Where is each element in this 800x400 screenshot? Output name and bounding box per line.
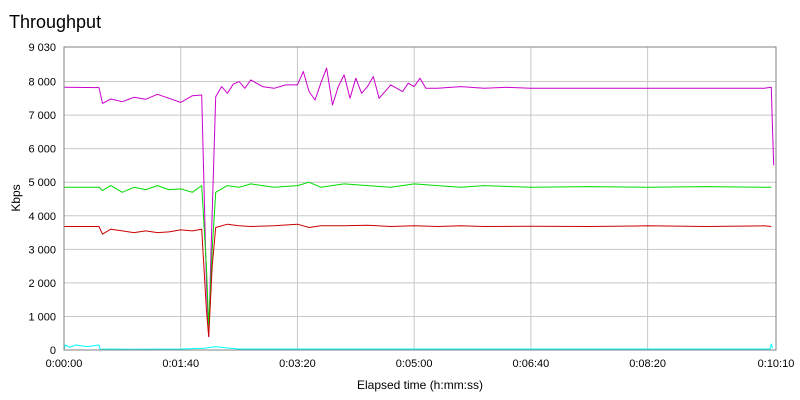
y-tick-label: 9 030 bbox=[28, 42, 56, 54]
y-tick-label: 3 000 bbox=[28, 244, 56, 256]
series-layer bbox=[63, 67, 775, 351]
x-tick-label: 0:00:00 bbox=[46, 358, 83, 370]
y-tick-label: 2 000 bbox=[28, 278, 56, 290]
series-line-1 bbox=[64, 181, 772, 327]
y-tick-label: 5 000 bbox=[28, 177, 56, 189]
grid bbox=[63, 46, 777, 351]
y-tick-labels: 0 1 000 2 000 3 000 4 000 5 000 6 000 7 000 8 00… bbox=[28, 42, 56, 357]
y-tick-label: 0 bbox=[50, 345, 56, 357]
y-tick-label: 6 000 bbox=[28, 144, 56, 156]
series-line-2 bbox=[64, 223, 772, 338]
plot-frame bbox=[63, 46, 777, 351]
y-tick-label: 4 000 bbox=[28, 211, 56, 223]
chart-title: Throughput bbox=[9, 12, 101, 32]
x-axis-label: Elapsed time (h:mm:ss) bbox=[357, 378, 483, 392]
y-tick-label: 8 000 bbox=[28, 77, 56, 89]
y-tick-label: 7 000 bbox=[28, 110, 56, 122]
series-line-3 bbox=[63, 343, 773, 351]
x-tick-label: 0:08:20 bbox=[629, 358, 666, 370]
x-tick-label: 0:06:40 bbox=[513, 358, 550, 370]
x-tick-labels: 0:00:00 0:01:40 0:03:20 0:05:00 0:06:40 0:08:… bbox=[46, 358, 795, 370]
x-tick-label: 0:01:40 bbox=[162, 358, 199, 370]
x-tick-label: 0:10:10 bbox=[758, 358, 795, 370]
x-tick-label: 0:03:20 bbox=[279, 358, 316, 370]
y-tick-label: 1 000 bbox=[28, 311, 56, 323]
x-tick-label: 0:05:00 bbox=[396, 358, 433, 370]
y-axis-label: Kbps bbox=[9, 184, 23, 211]
series-line-0 bbox=[63, 67, 775, 338]
